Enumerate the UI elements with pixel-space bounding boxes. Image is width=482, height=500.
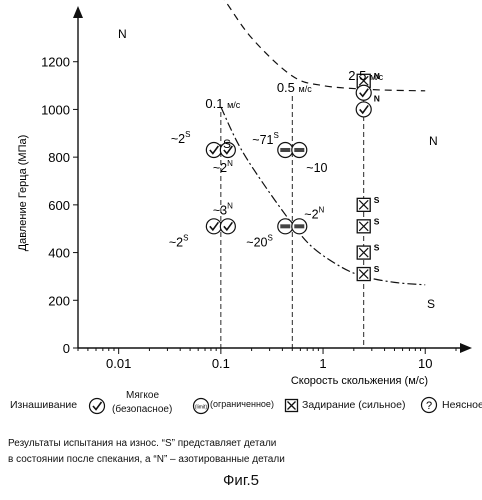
- curve-label: S: [427, 297, 435, 311]
- check-icon: [223, 145, 234, 155]
- mild-wear-marker: [355, 101, 372, 118]
- x-axis-title: Скорость скольжения (м/с): [291, 375, 428, 387]
- x-tick-label: 10: [418, 356, 432, 371]
- cross-icon: [358, 247, 369, 258]
- check-icon: [209, 145, 220, 155]
- curve-label: S: [223, 137, 231, 151]
- point-annotation: ~2S: [169, 233, 189, 249]
- point-tag: S: [374, 264, 380, 274]
- curve-label: N: [429, 134, 438, 148]
- y-tick-label: 1200: [41, 55, 70, 70]
- legend-unclear-label: Неясное: [442, 399, 482, 411]
- figure-label: Фиг.5: [223, 472, 259, 489]
- y-tick-label: 400: [48, 246, 70, 261]
- curve-label: N: [118, 27, 127, 41]
- point-annotation: ~2N: [304, 205, 324, 221]
- y-tick-label: 200: [48, 293, 70, 308]
- mild-wear-marker: [355, 84, 372, 101]
- point-tag: N: [374, 93, 380, 103]
- y-tick-label: 1000: [41, 102, 70, 117]
- y-axis-title: Давление Герца (МПа): [17, 135, 29, 252]
- point-tag: S: [374, 243, 380, 253]
- point-annotation: ~2N: [213, 159, 233, 175]
- legend-severe-label: Задирание (сильное): [302, 399, 406, 411]
- sintered-curve: [220, 106, 426, 286]
- y-tick-label: 800: [48, 150, 70, 165]
- cross-icon: [358, 199, 369, 210]
- check-icon: [223, 221, 234, 232]
- limited-mark: [280, 224, 291, 229]
- legend-mild-sublabel: (безопасное): [112, 404, 173, 415]
- point-tag: N: [374, 71, 380, 81]
- point-annotation: ~2S: [171, 130, 191, 146]
- limited-mark: [294, 147, 305, 152]
- nitrided-curve: [223, 0, 426, 92]
- legend-title: Изнашивание: [10, 399, 78, 411]
- limited-wear-icon: (limit): [192, 397, 210, 415]
- limited-icon-text: (limit): [195, 405, 208, 411]
- speed-guide-lines: [220, 84, 365, 348]
- check-icon: [359, 104, 369, 115]
- speed-guide-label: 0.5 м/с: [277, 80, 312, 95]
- mild-wear-icon: [88, 397, 106, 415]
- trend-curves: [220, 0, 426, 286]
- point-annotation: ~20S: [246, 233, 273, 249]
- mild-wear-marker: [205, 141, 222, 159]
- mild-wear-marker: [205, 218, 222, 235]
- cross-icon: [358, 221, 369, 232]
- point-annotation: ~3N: [213, 201, 233, 217]
- point-tag: S: [374, 195, 380, 205]
- unclear-wear-icon: ?: [420, 396, 438, 414]
- wear-chart: 0 200 400 600 800 1000 1200 0.01 0.1 1 10 Скорость …: [17, 0, 472, 387]
- caption: Результаты испытания на износ. “S” предс…: [8, 436, 476, 468]
- speed-guide-label: 0.1 м/с: [205, 96, 240, 111]
- x-tick-label: 1: [319, 356, 326, 371]
- point-tag: S: [374, 216, 380, 226]
- caption-line-1: Результаты испытания на износ. “S” предс…: [8, 438, 277, 449]
- legend: Изнашивание Мягкое (безопасное) (limit) …: [8, 388, 482, 424]
- severe-wear-icon: [284, 398, 299, 413]
- legend-limited-label: (ограниченное): [210, 399, 274, 409]
- mild-wear-marker: [219, 218, 236, 235]
- limited-mark: [294, 224, 305, 229]
- x-axis-arrow: [460, 343, 472, 353]
- check-icon: [359, 88, 369, 98]
- x-tick-label: 0.1: [212, 356, 230, 371]
- limited-mark: [280, 147, 291, 152]
- unclear-icon-text: ?: [426, 400, 432, 412]
- y-tick-label: 600: [48, 198, 70, 213]
- cross-icon: [358, 75, 369, 86]
- y-tick-label: 0: [63, 341, 70, 356]
- y-axis-arrow: [73, 6, 83, 18]
- x-tick-label: 0.01: [106, 356, 131, 371]
- point-annotation: ~10: [306, 161, 327, 175]
- speed-guide-label: 2.5 м/с: [348, 68, 383, 83]
- caption-line-2: в состоянии после спекания, а “N” – азот…: [8, 454, 285, 465]
- data-points: [205, 73, 372, 282]
- check-icon: [209, 221, 220, 232]
- point-annotation: ~71S: [252, 131, 279, 147]
- chart-labels: 0 200 400 600 800 1000 1200 0.01 0.1 1 10 Скорость …: [17, 27, 438, 387]
- legend-mild-label: Мягкое: [126, 390, 160, 401]
- axes: [73, 6, 472, 354]
- cross-icon: [358, 269, 369, 279]
